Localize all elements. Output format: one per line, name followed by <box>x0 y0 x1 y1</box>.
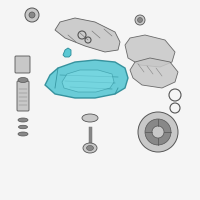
Circle shape <box>145 119 171 145</box>
FancyBboxPatch shape <box>15 56 30 73</box>
Circle shape <box>29 12 35 18</box>
Circle shape <box>25 8 39 22</box>
Circle shape <box>135 15 145 25</box>
Circle shape <box>138 18 142 22</box>
Polygon shape <box>55 18 120 52</box>
Ellipse shape <box>83 143 97 153</box>
Ellipse shape <box>18 118 28 122</box>
Polygon shape <box>62 70 114 92</box>
Ellipse shape <box>18 77 28 82</box>
Circle shape <box>138 112 178 152</box>
Ellipse shape <box>18 132 28 136</box>
Ellipse shape <box>86 146 94 150</box>
Polygon shape <box>125 35 175 67</box>
Polygon shape <box>63 48 71 57</box>
Circle shape <box>152 126 164 138</box>
FancyBboxPatch shape <box>17 81 29 111</box>
Ellipse shape <box>18 125 28 129</box>
Polygon shape <box>130 58 178 88</box>
Ellipse shape <box>82 114 98 122</box>
Polygon shape <box>45 60 128 98</box>
